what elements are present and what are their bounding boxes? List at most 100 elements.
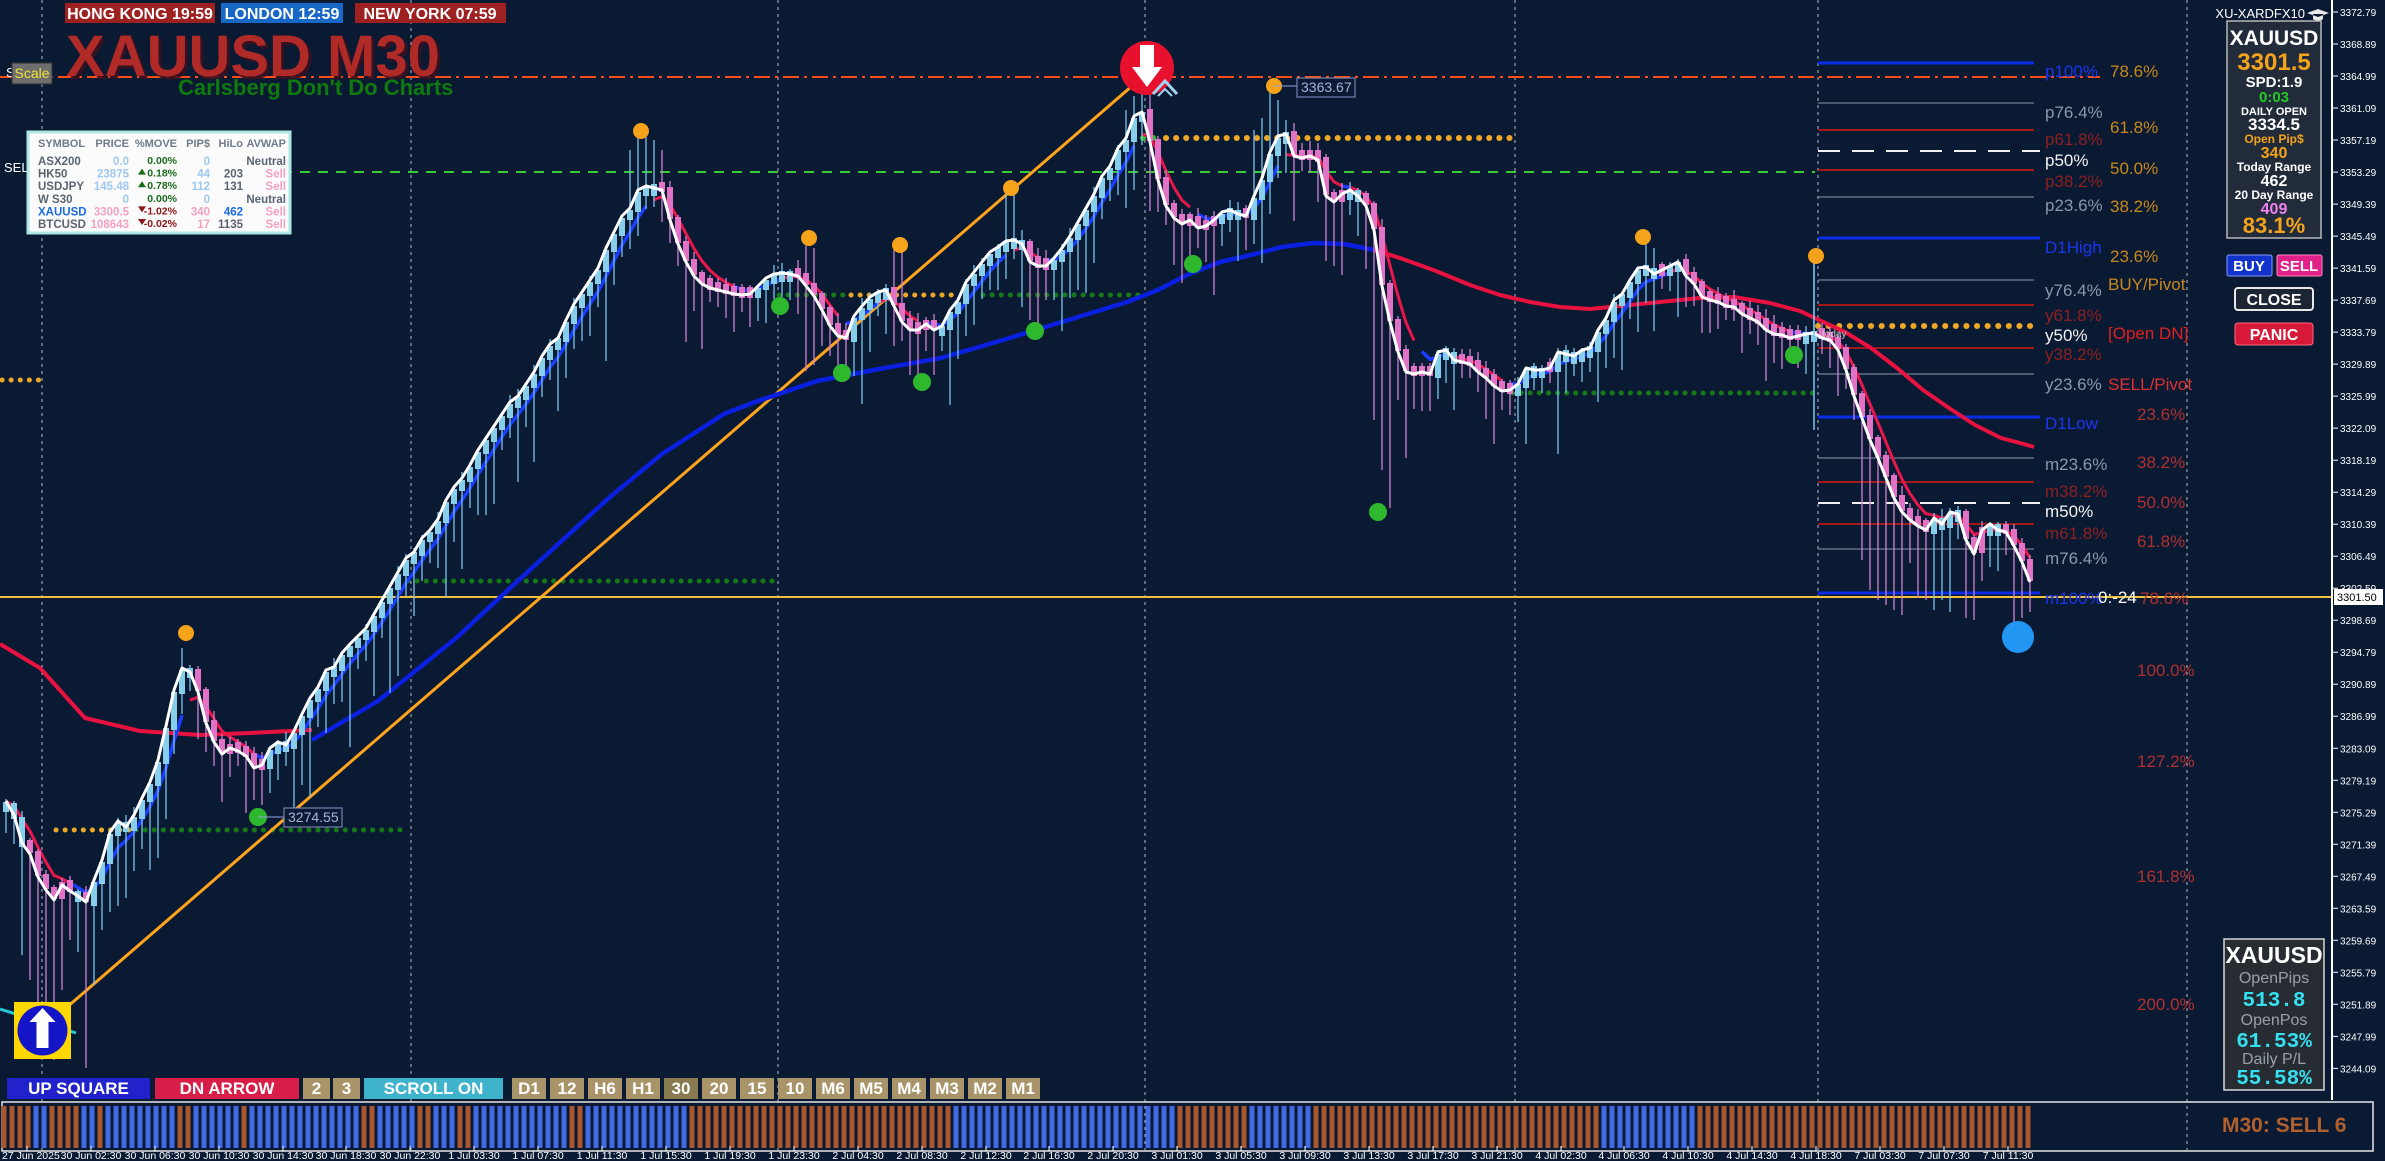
svg-text:3345.49: 3345.49: [2340, 232, 2377, 243]
svg-text:HiLo: HiLo: [219, 138, 244, 150]
svg-text:SYMBOL: SYMBOL: [38, 138, 85, 150]
svg-text:78.6%: 78.6%: [2110, 62, 2158, 81]
svg-text:3301.50: 3301.50: [2337, 592, 2377, 604]
svg-text:3341.59: 3341.59: [2340, 264, 2377, 275]
svg-text:112: 112: [191, 181, 210, 193]
svg-text:23.6%: 23.6%: [2110, 247, 2158, 266]
svg-text:H6: H6: [594, 1079, 616, 1098]
svg-text:131: 131: [224, 181, 244, 193]
svg-text:4 Jul 06:30: 4 Jul 06:30: [1598, 1150, 1650, 1161]
svg-text:-1.02%: -1.02%: [144, 205, 178, 217]
svg-text:23875: 23875: [97, 169, 130, 181]
svg-text:1135: 1135: [218, 219, 244, 231]
svg-text:D1Low: D1Low: [2045, 414, 2099, 433]
svg-text:M2: M2: [973, 1079, 997, 1098]
svg-text:y50%: y50%: [2045, 326, 2088, 345]
svg-text:15: 15: [748, 1079, 767, 1098]
svg-text:m23.6%: m23.6%: [2045, 455, 2107, 474]
svg-text:LONDON 12:59: LONDON 12:59: [225, 6, 340, 23]
svg-text:61.53%: 61.53%: [2236, 1031, 2312, 1054]
svg-text:3318.19: 3318.19: [2340, 456, 2377, 467]
svg-text:50.0%: 50.0%: [2137, 493, 2185, 512]
svg-text:M3: M3: [935, 1079, 959, 1098]
svg-text:1 Jul 07:30: 1 Jul 07:30: [512, 1150, 564, 1161]
svg-text:UP SQUARE: UP SQUARE: [28, 1079, 129, 1098]
svg-text:0: 0: [123, 194, 129, 206]
svg-text:PANIC: PANIC: [2250, 327, 2299, 344]
svg-text:[Open DN]: [Open DN]: [2108, 324, 2188, 343]
svg-text:2: 2: [312, 1079, 321, 1098]
svg-text:%MOVE: %MOVE: [135, 138, 177, 150]
svg-text:7 Jul 03:30: 7 Jul 03:30: [1854, 1150, 1906, 1161]
svg-text:0.00%: 0.00%: [147, 155, 177, 167]
svg-text:M6: M6: [821, 1079, 845, 1098]
svg-text:m76.4%: m76.4%: [2045, 549, 2107, 568]
svg-text:50.0%: 50.0%: [2110, 159, 2158, 178]
svg-text:200.0%: 200.0%: [2137, 995, 2195, 1014]
svg-text:M4: M4: [897, 1079, 921, 1098]
svg-text:3334.5: 3334.5: [2248, 115, 2300, 134]
svg-text:Daily P/L: Daily P/L: [2242, 1051, 2306, 1068]
svg-text:p38.2%: p38.2%: [2045, 172, 2103, 191]
svg-text:3 Jul 01:30: 3 Jul 01:30: [1151, 1150, 1203, 1161]
svg-text:DAILY OPEN: DAILY OPEN: [2241, 106, 2307, 118]
svg-text:0.00%: 0.00%: [147, 193, 177, 205]
svg-text:3300.5: 3300.5: [94, 206, 130, 218]
svg-text:2 Jul 16:30: 2 Jul 16:30: [1023, 1150, 1075, 1161]
svg-text:7 Jul 11:30: 7 Jul 11:30: [1983, 1150, 2034, 1161]
svg-text:D1: D1: [518, 1079, 540, 1098]
svg-text:BTCUSD: BTCUSD: [38, 219, 86, 231]
svg-text:409: 409: [2261, 201, 2288, 218]
svg-text:y61.8%: y61.8%: [2045, 306, 2102, 325]
svg-text:XAUUSD: XAUUSD: [2230, 27, 2319, 50]
svg-text:1 Jul 23:30: 1 Jul 23:30: [768, 1150, 820, 1161]
svg-text:Sell: Sell: [266, 206, 286, 218]
svg-text:H1: H1: [632, 1079, 654, 1098]
svg-text:30 Jun 22:30: 30 Jun 22:30: [380, 1150, 441, 1161]
svg-text:M1: M1: [1011, 1079, 1035, 1098]
svg-text:D1High: D1High: [2045, 238, 2102, 257]
svg-text:3: 3: [342, 1079, 351, 1098]
svg-text:Sell: Sell: [266, 219, 286, 231]
svg-text:BUY/Pivot: BUY/Pivot: [2108, 275, 2186, 294]
svg-text:today: today: [1822, 329, 1846, 340]
svg-text:3267.49: 3267.49: [2340, 872, 2377, 883]
svg-text:OpenPips: OpenPips: [2239, 970, 2309, 987]
svg-text:y76.4%: y76.4%: [2045, 281, 2102, 300]
svg-text:m38.2%: m38.2%: [2045, 482, 2107, 501]
svg-text:p76.4%: p76.4%: [2045, 103, 2103, 122]
svg-text:30 Jun 02:30: 30 Jun 02:30: [61, 1150, 122, 1161]
svg-text:3306.49: 3306.49: [2340, 552, 2377, 563]
svg-text:3259.69: 3259.69: [2340, 936, 2377, 947]
svg-text:340: 340: [191, 206, 210, 218]
svg-text:Open Pip$: Open Pip$: [2244, 132, 2304, 146]
svg-text:CLOSE: CLOSE: [2246, 292, 2301, 309]
svg-text:y38.2%: y38.2%: [2045, 345, 2102, 364]
svg-text:3361.09: 3361.09: [2340, 104, 2377, 115]
svg-text:4 Jul 10:30: 4 Jul 10:30: [1662, 1150, 1714, 1161]
svg-text:462: 462: [2261, 173, 2288, 190]
svg-text:3263.59: 3263.59: [2340, 904, 2377, 915]
svg-text:p61.8%: p61.8%: [2045, 130, 2103, 149]
svg-text:Sell: Sell: [266, 169, 286, 181]
svg-text:3244.09: 3244.09: [2340, 1064, 2377, 1075]
svg-text:12: 12: [558, 1079, 577, 1098]
svg-text:USDJPY: USDJPY: [38, 181, 84, 193]
svg-text:30 Jun 06:30: 30 Jun 06:30: [125, 1150, 186, 1161]
svg-text:0: 0: [204, 194, 210, 206]
svg-text:3325.99: 3325.99: [2340, 392, 2377, 403]
svg-text:100.0%: 100.0%: [2137, 661, 2195, 680]
svg-text:XAUUSD: XAUUSD: [2225, 942, 2322, 968]
svg-text:PRICE: PRICE: [95, 138, 129, 150]
svg-text:SPD:1.9: SPD:1.9: [2246, 74, 2303, 91]
svg-text:S: S: [6, 65, 15, 80]
svg-text:0: 0: [204, 156, 210, 168]
svg-text:38.2%: 38.2%: [2137, 453, 2185, 472]
svg-text:2 Jul 08:30: 2 Jul 08:30: [896, 1150, 948, 1161]
svg-text:3279.19: 3279.19: [2340, 776, 2377, 787]
svg-text:DN ARROW: DN ARROW: [180, 1079, 276, 1098]
svg-text:145.48: 145.48: [94, 181, 130, 193]
svg-text:3372.79: 3372.79: [2340, 8, 2377, 19]
svg-text:p50%: p50%: [2045, 151, 2088, 170]
svg-text:Scale: Scale: [14, 65, 49, 81]
